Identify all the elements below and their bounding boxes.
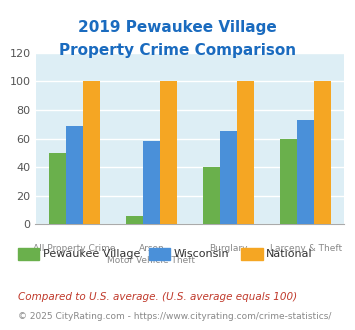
- Text: Wisconsin: Wisconsin: [174, 249, 230, 259]
- Text: Pewaukee Village: Pewaukee Village: [43, 249, 140, 259]
- Text: National: National: [266, 249, 313, 259]
- Bar: [49, 153, 66, 224]
- Bar: [220, 131, 237, 224]
- Text: Motor Vehicle Theft: Motor Vehicle Theft: [107, 256, 195, 265]
- Bar: [280, 139, 297, 224]
- Text: Property Crime Comparison: Property Crime Comparison: [59, 43, 296, 58]
- FancyBboxPatch shape: [149, 248, 170, 260]
- Text: 2019 Pewaukee Village: 2019 Pewaukee Village: [78, 20, 277, 35]
- Bar: [297, 120, 314, 224]
- Bar: [83, 82, 100, 224]
- Bar: [160, 82, 177, 224]
- Text: Burglary: Burglary: [209, 245, 248, 253]
- Bar: [143, 142, 160, 224]
- Bar: [237, 82, 254, 224]
- Bar: [66, 126, 83, 224]
- Text: Larceny & Theft: Larceny & Theft: [270, 245, 342, 253]
- Bar: [126, 216, 143, 224]
- Text: Arson: Arson: [138, 245, 164, 253]
- FancyBboxPatch shape: [18, 248, 39, 260]
- Text: © 2025 CityRating.com - https://www.cityrating.com/crime-statistics/: © 2025 CityRating.com - https://www.city…: [18, 312, 331, 321]
- Text: Compared to U.S. average. (U.S. average equals 100): Compared to U.S. average. (U.S. average …: [18, 292, 297, 302]
- FancyBboxPatch shape: [241, 248, 263, 260]
- Bar: [314, 82, 331, 224]
- Text: All Property Crime: All Property Crime: [33, 245, 115, 253]
- Bar: [203, 167, 220, 224]
